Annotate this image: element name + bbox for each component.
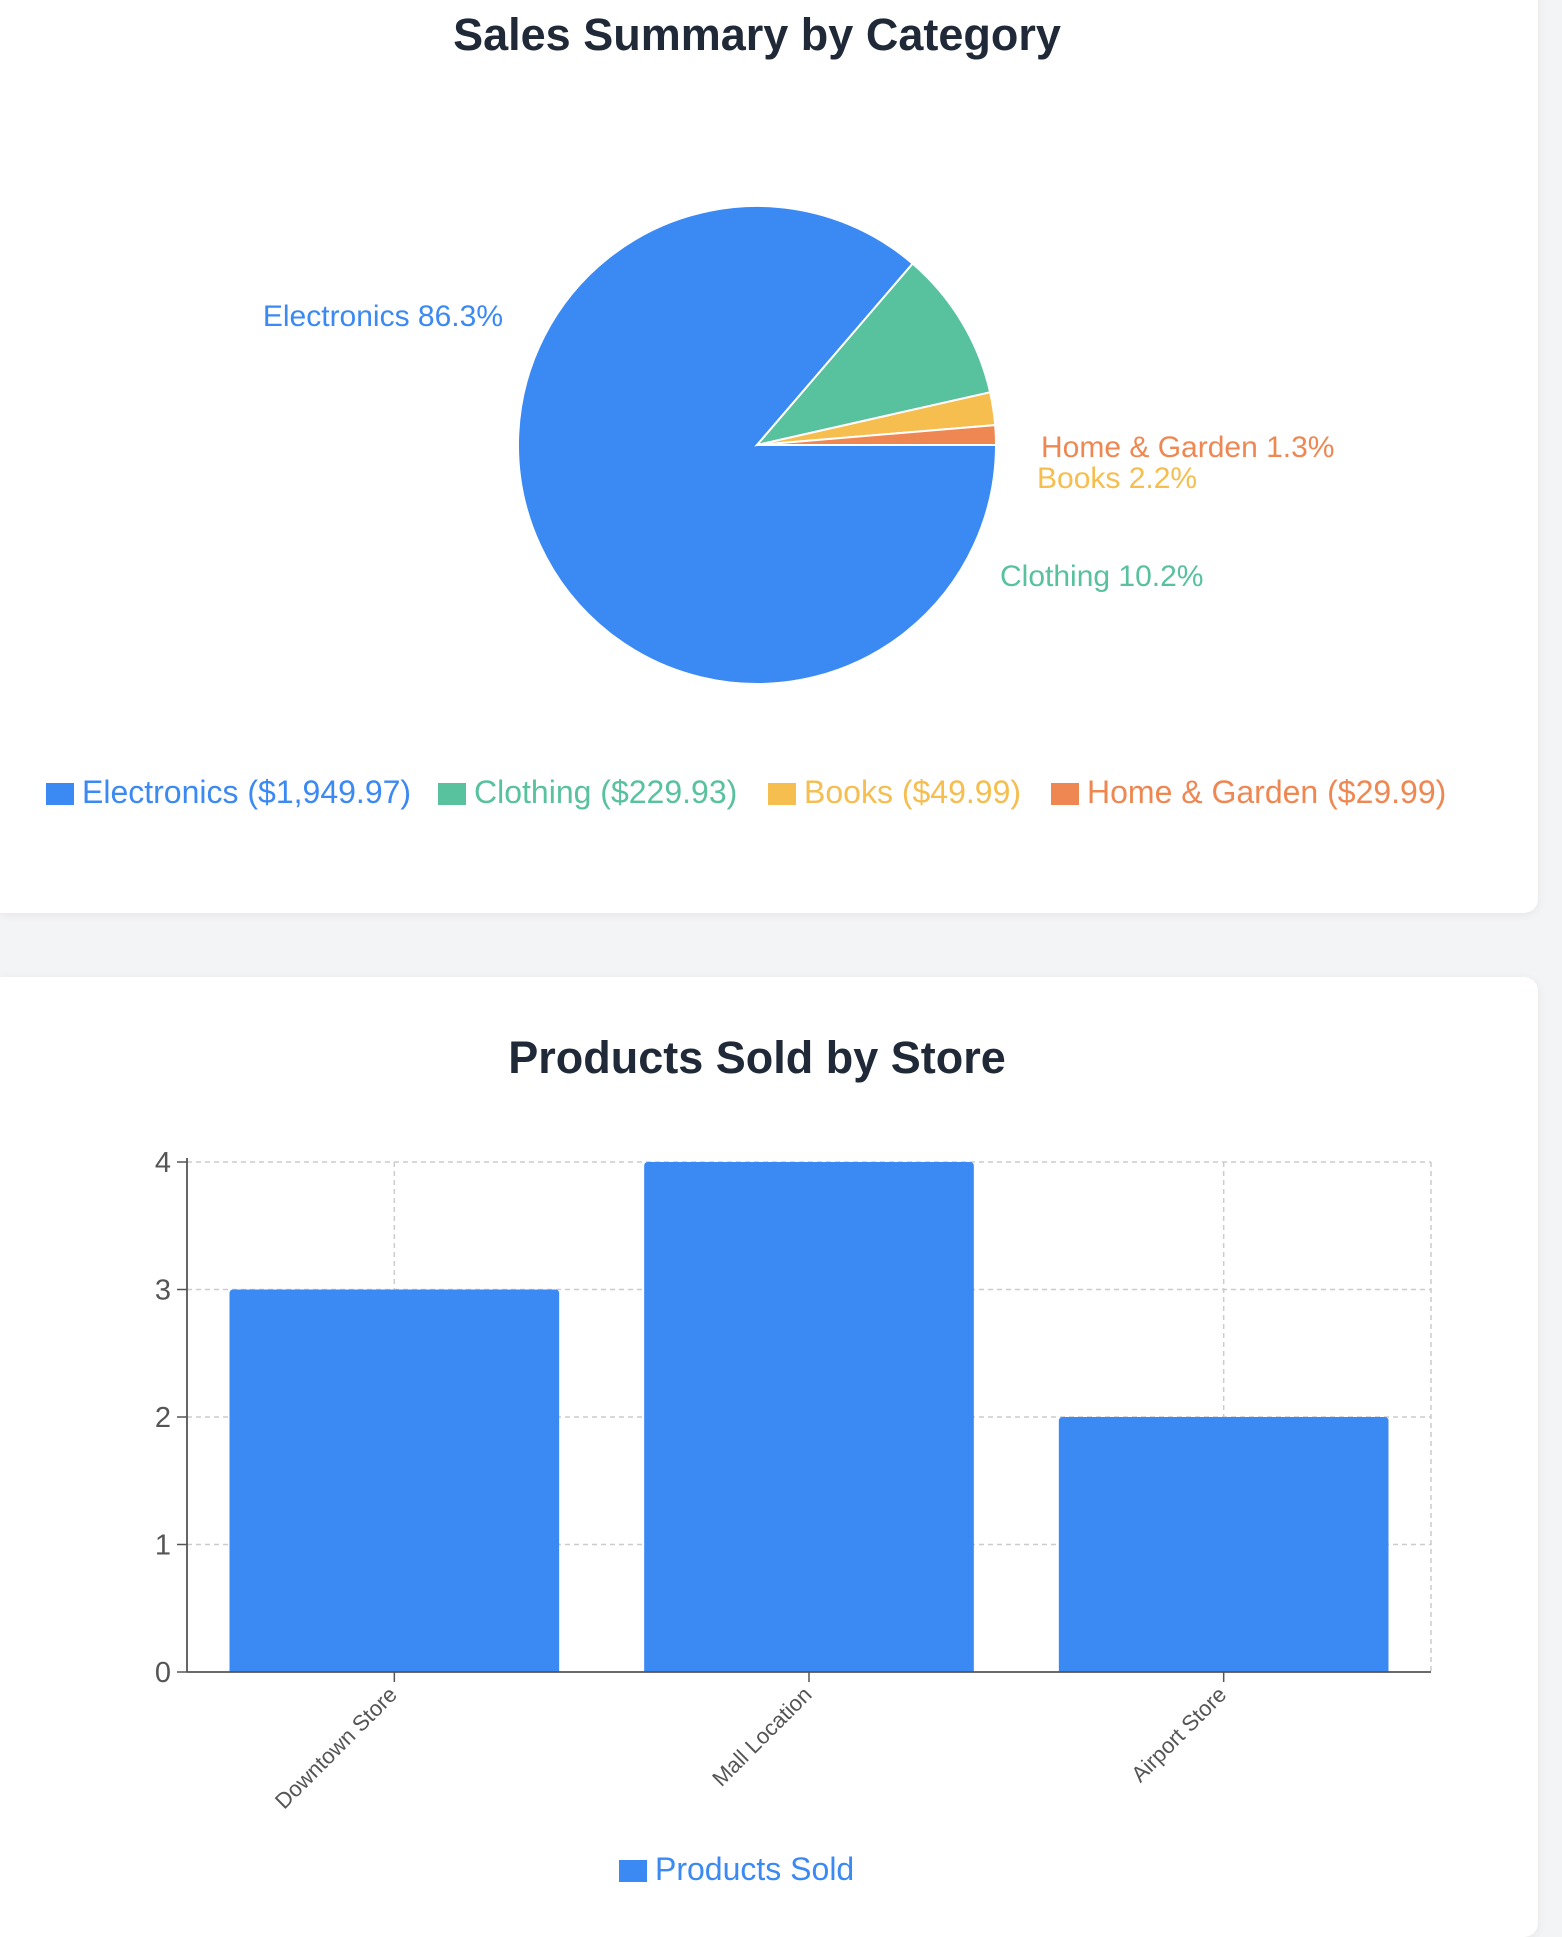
sales-summary-card: Sales Summary by Category Electronics 86… <box>0 0 1538 913</box>
pie-chart-title: Sales Summary by Category <box>453 9 1061 60</box>
legend-swatch <box>438 783 466 805</box>
legend-item-home-and-garden[interactable]: Home & Garden ($29.99) <box>1051 774 1446 810</box>
legend-swatch <box>768 783 796 805</box>
pie-chart: Sales Summary by Category Electronics 86… <box>46 9 1446 810</box>
x-tick-label: Airport Store <box>1126 1682 1231 1787</box>
legend-label: Clothing ($229.93) <box>474 774 737 810</box>
pie-label-clothing: Clothing 10.2% <box>1000 560 1203 593</box>
x-tick-label: Downtown Store <box>270 1682 402 1814</box>
legend-label: Home & Garden ($29.99) <box>1087 774 1446 810</box>
products-sold-card: Products Sold by Store 0 1 2 3 4 Downtown Sto… <box>0 977 1538 1937</box>
y-tick-label: 3 <box>155 1275 171 1307</box>
legend-item-books[interactable]: Books ($49.99) <box>768 774 1021 810</box>
y-tick-label: 2 <box>155 1402 171 1434</box>
legend-item-products-sold[interactable]: Products Sold <box>619 1851 854 1887</box>
legend-swatch <box>619 1860 647 1882</box>
pie-label-electronics: Electronics 86.3% <box>263 300 503 333</box>
bar-mall-location[interactable] <box>644 1162 974 1672</box>
legend-swatch <box>46 783 74 805</box>
bar-downtown-store[interactable] <box>229 1289 560 1673</box>
legend-label: Products Sold <box>655 1851 854 1887</box>
legend-label: Electronics ($1,949.97) <box>82 774 411 810</box>
x-tick-label: Mall Location <box>707 1682 816 1791</box>
y-tick-label: 0 <box>155 1657 171 1689</box>
legend-item-electronics[interactable]: Electronics ($1,949.97) <box>46 774 411 810</box>
bar-chart-title: Products Sold by Store <box>508 1032 1006 1083</box>
legend-swatch <box>1051 783 1079 805</box>
bar-airport-store[interactable] <box>1058 1417 1389 1672</box>
pie-label-books: Books 2.2% <box>1037 462 1197 495</box>
pie-slice-clothing[interactable] <box>754 262 992 447</box>
pie-label-home-and-garden: Home & Garden 1.3% <box>1041 431 1334 464</box>
bar-chart: Products Sold by Store 0 1 2 3 4 Downtown Sto… <box>155 1032 1432 1887</box>
pie-slice-electronics[interactable] <box>517 205 998 685</box>
legend-item-clothing[interactable]: Clothing ($229.93) <box>438 774 737 810</box>
y-tick-label: 4 <box>155 1147 171 1179</box>
legend-label: Books ($49.99) <box>804 774 1021 810</box>
y-tick-label: 1 <box>155 1530 171 1562</box>
pie-slice-home-and-garden[interactable] <box>756 424 998 446</box>
